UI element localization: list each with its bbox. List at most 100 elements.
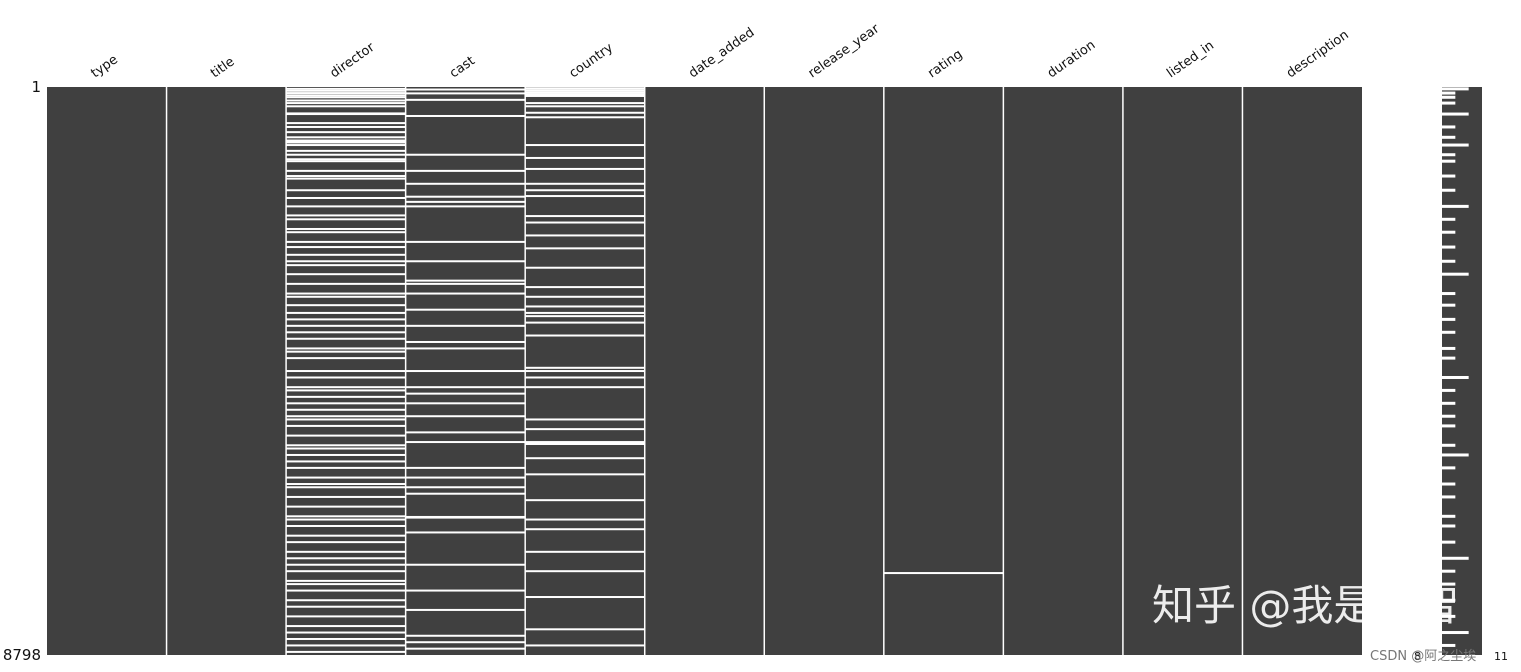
missing-row: [286, 505, 406, 508]
sparkline-notch: [1442, 112, 1469, 116]
missing-row: [286, 350, 406, 353]
sparkline-notch: [1442, 482, 1456, 486]
missing-row: [405, 205, 526, 208]
missing-row: [525, 644, 645, 647]
missing-row: [525, 518, 645, 521]
missing-row: [405, 114, 526, 117]
sparkline-notch: [1442, 356, 1456, 360]
missing-row: [286, 347, 406, 350]
sparkline-notch: [1442, 101, 1456, 105]
missing-row: [286, 357, 406, 360]
column-fill: [1242, 87, 1362, 655]
missing-row: [405, 531, 526, 534]
missing-row: [286, 389, 406, 392]
missing-row: [525, 528, 645, 531]
missing-row: [286, 205, 406, 208]
missing-row: [525, 499, 645, 502]
missing-row: [525, 442, 645, 445]
missing-row: [286, 557, 406, 560]
missing-row: [286, 460, 406, 463]
missing-row: [286, 92, 406, 95]
missing-row: [286, 169, 406, 172]
missing-row: [286, 589, 406, 592]
missing-row: [405, 195, 526, 198]
sparkline-max-label: 11: [1494, 650, 1508, 663]
sparkline-notch: [1442, 495, 1456, 499]
missing-row: [405, 486, 526, 489]
missing-row: [405, 386, 526, 389]
missing-row: [286, 282, 406, 285]
missing-row: [286, 105, 406, 108]
missing-row: [405, 589, 526, 592]
missing-row: [405, 415, 526, 418]
sparkline-notch: [1442, 95, 1456, 99]
column-label: date_added: [686, 25, 757, 81]
column-fill: [1122, 87, 1243, 655]
missing-row: [286, 149, 406, 152]
sparkline-notch: [1442, 598, 1456, 602]
missing-row: [286, 189, 406, 192]
missing-row: [525, 89, 645, 92]
column-fill: [47, 87, 167, 655]
y-tick-label: 8798: [3, 646, 41, 664]
missing-row: [525, 111, 645, 114]
missing-row: [525, 473, 645, 476]
missing-row: [525, 315, 645, 318]
missing-row: [286, 625, 406, 628]
missing-row: [286, 476, 406, 479]
missing-row: [525, 628, 645, 631]
column-fill: [883, 87, 1004, 655]
missing-row: [525, 87, 645, 90]
missing-row: [286, 87, 406, 90]
missing-row: [286, 518, 406, 521]
sparkline-notch: [1442, 375, 1469, 379]
missing-row: [286, 495, 406, 498]
sparkline-notch: [1442, 540, 1456, 544]
sparkline-notch: [1442, 230, 1456, 234]
sparkline-notch: [1442, 453, 1469, 457]
missing-row: [286, 434, 406, 437]
missing-row: [405, 634, 526, 637]
missing-row: [286, 131, 406, 134]
missing-row: [405, 563, 526, 566]
missing-row: [405, 169, 526, 172]
missing-row: [525, 334, 645, 337]
column-label: cast: [447, 54, 478, 82]
sparkline-notch: [1442, 292, 1456, 296]
missing-row: [286, 196, 406, 199]
missing-row: [286, 94, 406, 97]
missing-row: [525, 418, 645, 421]
sparkline-notch: [1442, 643, 1456, 647]
missing-row: [286, 447, 406, 450]
missing-row: [286, 534, 406, 537]
sparkline-notch: [1442, 259, 1456, 263]
missing-row: [286, 160, 406, 163]
missing-row: [286, 175, 406, 178]
missing-row: [286, 631, 406, 634]
y-tick-label: 1: [31, 78, 41, 96]
sparkline-notch: [1442, 153, 1456, 157]
missing-row: [286, 253, 406, 256]
missing-row: [525, 105, 645, 108]
sparkline-notch: [1442, 443, 1456, 447]
missing-row: [286, 231, 406, 234]
missing-row: [405, 347, 526, 350]
missing-row: [405, 324, 526, 327]
column-label: director: [328, 40, 378, 82]
missing-row: [525, 144, 645, 147]
missing-row: [286, 331, 406, 334]
missing-row: [525, 167, 645, 170]
missing-row: [286, 650, 406, 653]
sparkline-notch: [1442, 303, 1456, 307]
missing-row: [525, 441, 645, 444]
missing-row: [286, 141, 406, 144]
missing-row: [405, 282, 526, 285]
missing-row: [405, 516, 526, 519]
missing-row: [286, 96, 406, 99]
missing-row: [286, 483, 406, 486]
sparkline-notch: [1442, 217, 1456, 221]
missing-row: [525, 321, 645, 324]
missing-row: [286, 144, 406, 147]
missing-row: [405, 431, 526, 434]
missing-row: [286, 550, 406, 553]
